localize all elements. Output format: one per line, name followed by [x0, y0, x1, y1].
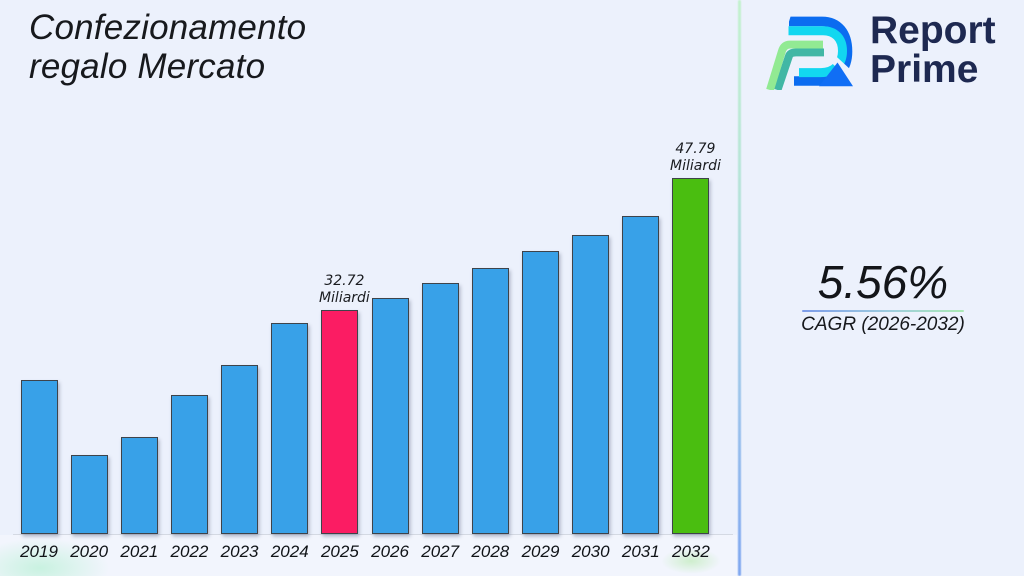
cagr-value: 5.56%	[817, 256, 949, 308]
page-title: Confezionamento regalo Mercato	[29, 8, 306, 86]
bar-2019	[20, 380, 58, 534]
bar-2024	[271, 323, 309, 534]
x-tick-2032: 2032	[672, 541, 710, 561]
bar-value-label-2025: 32.72 Miliardi	[319, 273, 370, 307]
bar-2027	[421, 283, 459, 534]
bar-2026	[371, 297, 409, 534]
bar-value-2032: 47.79	[675, 141, 716, 158]
x-tick-2021: 2021	[120, 541, 159, 561]
page-title-line2: regalo Mercato	[29, 46, 266, 86]
x-axis-line	[13, 533, 733, 535]
bar-value-unit-2025: Miliardi	[318, 290, 370, 307]
x-tick-2019: 2019	[20, 541, 58, 561]
report-prime-logo-icon	[766, 10, 853, 90]
x-tick-2031: 2031	[621, 541, 660, 561]
bar-2022	[170, 395, 208, 534]
x-tick-2020: 2020	[70, 541, 109, 561]
vertical-divider	[737, 0, 741, 576]
brand-name-line2: Prime	[870, 48, 979, 91]
bar-2031	[622, 215, 660, 534]
bar-value-unit-2032: Miliardi	[670, 158, 721, 175]
bar-2023	[221, 365, 259, 534]
page-title-line1: Confezionamento	[29, 7, 307, 47]
bar-2032	[672, 178, 710, 534]
bar-2029	[522, 250, 559, 534]
x-tick-2022: 2022	[170, 541, 209, 561]
x-tick-2030: 2030	[571, 541, 610, 561]
bar-2025	[321, 310, 359, 534]
bar-2021	[120, 437, 158, 534]
bar-2020	[70, 454, 108, 534]
bar-2030	[572, 234, 610, 534]
bar-value-2025: 32.72	[324, 273, 365, 290]
brand-name-line1: Report	[870, 9, 996, 52]
x-tick-2029: 2029	[521, 541, 560, 561]
x-tick-2026: 2026	[371, 541, 409, 561]
bar-chart: 2019 2020 2021 2022 2023 2024 2025 2026 2027 2028…	[13, 141, 733, 561]
cagr-label: CAGR (2026-2032)	[801, 314, 965, 335]
brand-name: Report Prime	[870, 11, 996, 89]
cagr-underline	[802, 309, 964, 313]
x-tick-2027: 2027	[421, 541, 460, 561]
bar-value-label-2032: 47.79 Miliardi	[670, 141, 721, 175]
x-tick-2024: 2024	[270, 541, 309, 561]
x-tick-2028: 2028	[471, 541, 510, 561]
x-tick-2025: 2025	[320, 541, 359, 561]
bar-2028	[471, 268, 509, 534]
x-tick-2023: 2023	[220, 541, 259, 561]
